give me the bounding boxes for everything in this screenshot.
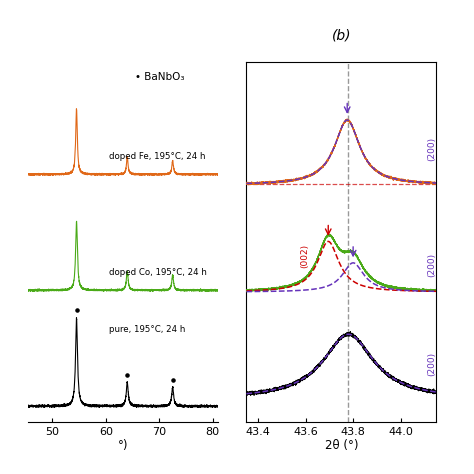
- X-axis label: °): °): [118, 439, 128, 453]
- Text: pure, 195°C, 24 h: pure, 195°C, 24 h: [109, 325, 185, 334]
- Text: (200): (200): [427, 137, 436, 161]
- Text: (b): (b): [331, 28, 351, 43]
- X-axis label: 2θ (°): 2θ (°): [325, 439, 358, 453]
- Text: doped Co, 195°C, 24 h: doped Co, 195°C, 24 h: [109, 267, 207, 276]
- Text: doped Fe, 195°C, 24 h: doped Fe, 195°C, 24 h: [109, 152, 205, 161]
- Text: (200): (200): [427, 351, 436, 375]
- Text: (002): (002): [300, 244, 309, 268]
- Text: • BaNbO₃: • BaNbO₃: [135, 72, 185, 82]
- Text: (200): (200): [427, 253, 436, 277]
